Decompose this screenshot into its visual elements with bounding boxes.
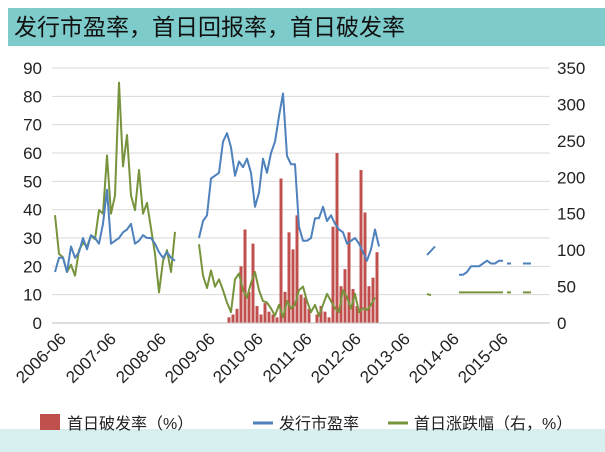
left-tick-label: 30: [23, 229, 42, 248]
left-tick-label: 70: [23, 116, 42, 135]
bar: [375, 252, 379, 323]
bar: [327, 317, 331, 323]
legend-label-bar: 首日破发率（%）: [67, 415, 193, 433]
right-tick-label: 150: [557, 205, 585, 224]
bar: [275, 317, 279, 323]
bar: [255, 306, 259, 323]
right-tick-label: 200: [557, 168, 585, 187]
x-tick-label: 2014-06: [405, 329, 463, 387]
x-tick-label: 2007-06: [62, 329, 120, 387]
bar: [239, 266, 243, 323]
line-first-day-change: [198, 244, 376, 319]
bar: [367, 286, 371, 323]
bar: [295, 215, 299, 323]
right-tick-label: 100: [557, 241, 585, 260]
left-tick-label: 20: [23, 257, 42, 276]
bar: [307, 308, 311, 323]
bar: [351, 289, 355, 323]
line-series: [54, 81, 531, 319]
left-tick-label: 60: [23, 144, 42, 163]
bar: [259, 314, 263, 323]
legend: 首日破发率（%） 发行市盈率 首日涨跌幅（右，%）: [40, 414, 572, 433]
legend-swatch-bar: [40, 414, 60, 430]
bar: [319, 306, 323, 323]
bar: [315, 314, 319, 323]
left-tick-label: 0: [33, 314, 42, 333]
x-tick-label: 2006-06: [12, 329, 70, 387]
line-issue-pe: [426, 245, 436, 256]
x-tick-label: 2008-06: [112, 329, 170, 387]
bar: [235, 308, 239, 323]
line-issue-pe: [459, 259, 503, 276]
right-tick-label: 300: [557, 95, 585, 114]
bar: [243, 229, 247, 323]
legend-label-pe: 发行市盈率: [279, 415, 359, 433]
bar: [271, 314, 275, 323]
left-tick-label: 10: [23, 286, 42, 305]
left-tick-label: 80: [23, 87, 42, 106]
bar: [227, 317, 231, 323]
line-first-day-change: [54, 81, 176, 294]
x-tick-label: 2012-06: [307, 329, 365, 387]
bar: [303, 297, 307, 323]
left-tick-label: 50: [23, 172, 42, 191]
line-issue-pe: [54, 188, 176, 273]
title-bar: [8, 8, 605, 46]
right-tick-label: 350: [557, 59, 585, 78]
bar: [251, 243, 255, 323]
gridlines: [52, 67, 550, 296]
x-tick-label: 2009-06: [161, 329, 219, 387]
right-tick-label: 0: [557, 314, 566, 333]
bar: [347, 232, 351, 323]
bar: [323, 311, 327, 323]
bar: [335, 153, 339, 323]
x-tick-label: 2010-06: [209, 329, 267, 387]
bottom-band: [0, 429, 605, 452]
x-tick-label: 2013-06: [356, 329, 414, 387]
chart-title: 发行市盈率，首日回报率，首日破发率: [14, 14, 405, 40]
x-tick-label: 2015-06: [454, 329, 512, 387]
line-issue-pe: [198, 92, 380, 262]
bar: [343, 269, 347, 323]
bar: [291, 249, 295, 323]
bar: [299, 294, 303, 323]
bar: [355, 306, 359, 323]
right-tick-label: 50: [557, 278, 576, 297]
left-tick-label: 40: [23, 201, 42, 220]
bar: [279, 178, 283, 323]
legend-label-change: 首日涨跌幅（右，%）: [414, 415, 572, 433]
bar: [267, 311, 271, 323]
bar: [263, 303, 267, 323]
bar: [231, 314, 235, 323]
bar: [287, 232, 291, 323]
bar: [247, 291, 251, 323]
bar: [331, 226, 335, 323]
x-tick-label: 2011-06: [259, 329, 316, 386]
right-tick-label: 250: [557, 132, 585, 151]
bar: [363, 212, 367, 323]
left-tick-label: 90: [23, 59, 42, 78]
line-first-day-change: [426, 292, 432, 297]
